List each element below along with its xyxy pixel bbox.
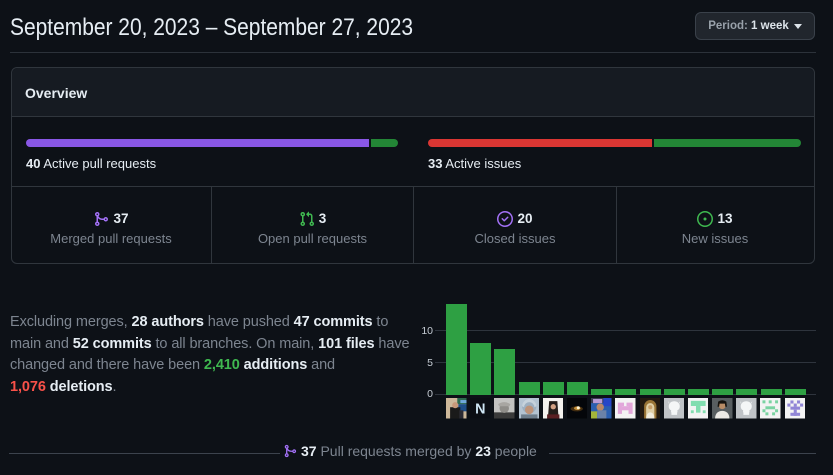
svg-text:N: N xyxy=(475,401,485,417)
